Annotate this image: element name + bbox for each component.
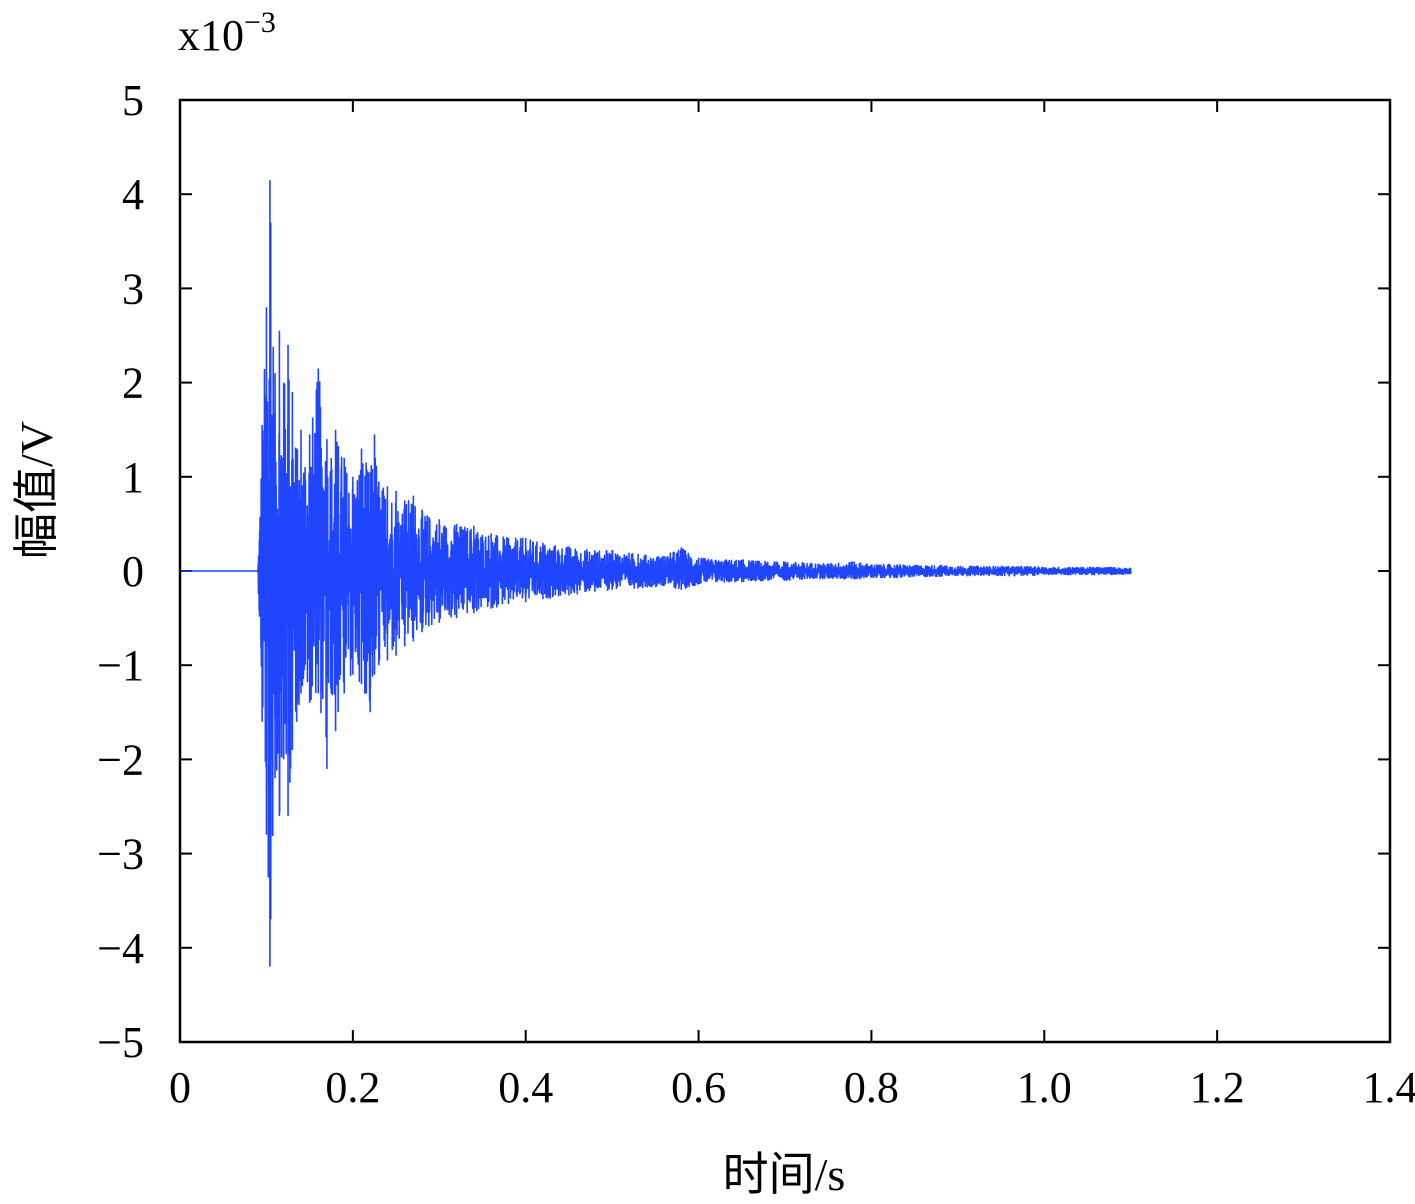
x-axis-title: 时间/s (723, 1149, 846, 1200)
y-tick-label: −3 (97, 830, 144, 879)
plot-frame (178, 98, 1392, 1044)
x-tick-label: 1.4 (1363, 1063, 1415, 1112)
y-tick-label: −5 (97, 1018, 144, 1067)
x-axis-ticks: 0 0.2 0.4 0.6 0.8 1.0 1.2 1.4 (169, 100, 1415, 1112)
x-tick-label: 0.2 (325, 1063, 380, 1112)
y-tick-label: 5 (122, 76, 144, 125)
x-tick-label: 1.2 (1190, 1063, 1245, 1112)
x-tick-label: 1.0 (1017, 1063, 1072, 1112)
svg-text:x10−3: x10−3 (178, 6, 276, 60)
y-exponent-label: x10−3 (178, 6, 276, 60)
y-tick-label: 2 (122, 359, 144, 408)
y-tick-label: −4 (97, 924, 144, 973)
y-axis-title: 幅值/V (11, 421, 62, 559)
signal-line (179, 180, 1132, 967)
x-tick-label: 0.6 (671, 1063, 726, 1112)
signal-series (179, 180, 1132, 967)
x-tick-label: 0.8 (844, 1063, 899, 1112)
x-tick-label: 0.4 (498, 1063, 553, 1112)
y-axis-ticks: 5 4 3 2 1 0 −1 −2 −3 −4 −5 (97, 76, 1390, 1067)
y-tick-label: 4 (122, 170, 144, 219)
y-tick-label: −2 (97, 735, 144, 784)
x-tick-label: 0 (169, 1063, 191, 1112)
y-tick-label: 3 (122, 264, 144, 313)
y-tick-label: 1 (122, 453, 144, 502)
y-tick-label: 0 (122, 547, 144, 596)
y-tick-label: −1 (97, 641, 144, 690)
